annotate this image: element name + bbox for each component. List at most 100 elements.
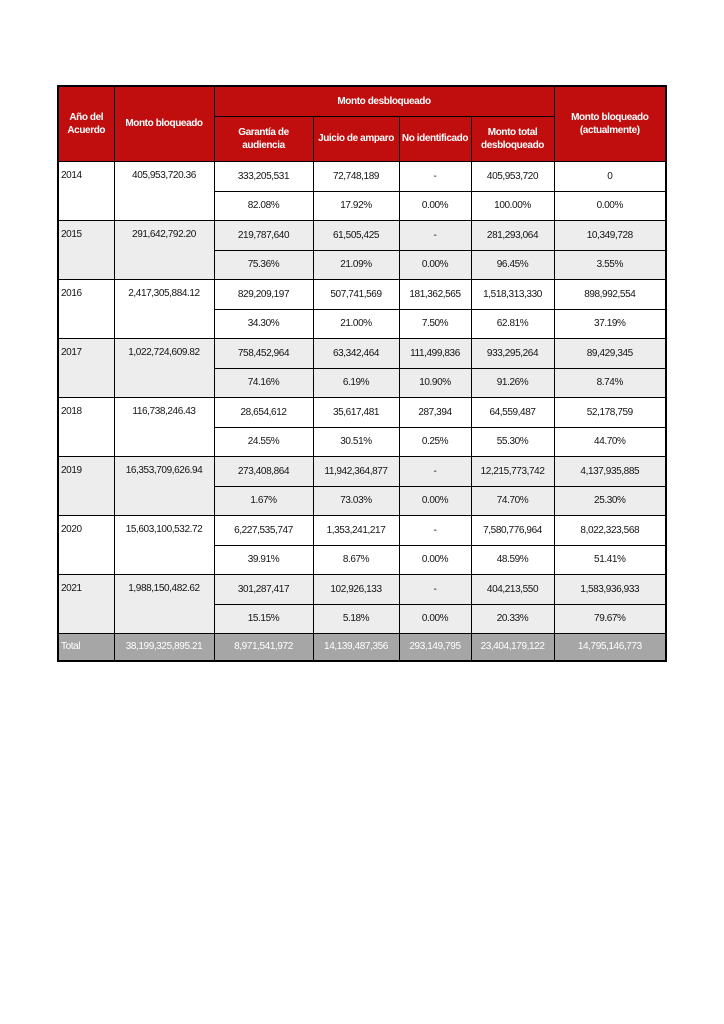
year-cell: 2021 bbox=[57, 573, 115, 634]
blocked-amount-cell: 1,988,150,482.62 bbox=[113, 573, 215, 634]
total-desbloqueado-percent-cell: 62.81% bbox=[470, 308, 555, 339]
blocked-now-percent-cell: 37.19% bbox=[553, 308, 667, 339]
garantia-percent-cell: 75.36% bbox=[213, 249, 314, 280]
juicio-value-cell: 102,926,133 bbox=[312, 573, 400, 605]
juicio-percent-cell: 21.00% bbox=[312, 308, 400, 339]
acuerdos-table: Año del Acuerdo Monto bloqueado Monto de… bbox=[57, 85, 668, 662]
total-desbloqueado-value-cell: 404,213,550 bbox=[470, 573, 555, 605]
total-desbloqueado-percent-cell: 55.30% bbox=[470, 426, 555, 457]
year-2018-percents-row: 24.55% 30.51% 0.25% 55.30% 44.70% bbox=[58, 426, 667, 457]
blocked-now-percent-cell: 44.70% bbox=[553, 426, 667, 457]
header-garantia-audiencia: Garantía de audiencia bbox=[213, 115, 314, 162]
blocked-amount-cell: 16,353,709,626.94 bbox=[113, 455, 215, 516]
no-identificado-percent-cell: 7.50% bbox=[398, 308, 472, 339]
total-desbloqueado-percent-cell: 48.59% bbox=[470, 544, 555, 575]
total-blocked-cell: 38,199,325,895.21 bbox=[113, 632, 215, 662]
year-cell: 2016 bbox=[57, 278, 115, 339]
total-juicio-cell: 14,139,487,356 bbox=[312, 632, 400, 662]
total-no-identificado-cell: 293,149,795 bbox=[398, 632, 472, 662]
garantia-value-cell: 273,408,864 bbox=[213, 455, 314, 487]
total-desbloqueado-value-cell: 1,518,313,330 bbox=[470, 278, 555, 310]
no-identificado-value-cell: - bbox=[398, 219, 472, 251]
total-row: Total 38,199,325,895.21 8,971,541,972 14… bbox=[57, 632, 667, 662]
no-identificado-percent-cell: 0.00% bbox=[398, 485, 472, 516]
year-cell: 2014 bbox=[57, 160, 115, 221]
total-desbloqueado-value-cell: 933,295,264 bbox=[470, 337, 555, 369]
blocked-now-value-cell: 898,992,554 bbox=[553, 278, 667, 310]
no-identificado-value-cell: 111,499,836 bbox=[398, 337, 472, 369]
total-blocked-now-cell: 14,795,146,773 bbox=[553, 632, 667, 662]
year-cell: 2020 bbox=[57, 514, 115, 575]
total-desbloqueado-value-cell: 7,580,776,964 bbox=[470, 514, 555, 546]
blocked-amount-cell: 405,953,720.36 bbox=[113, 160, 215, 221]
header-year: Año del Acuerdo bbox=[57, 85, 115, 162]
juicio-percent-cell: 21.09% bbox=[312, 249, 400, 280]
juicio-percent-cell: 8.67% bbox=[312, 544, 400, 575]
header-blocked: Monto bloqueado bbox=[113, 85, 215, 162]
year-2015-percents-row: 75.36% 21.09% 0.00% 96.45% 3.55% bbox=[58, 249, 667, 280]
garantia-percent-cell: 82.08% bbox=[213, 190, 314, 221]
no-identificado-percent-cell: 0.25% bbox=[398, 426, 472, 457]
year-cell: 2018 bbox=[57, 396, 115, 457]
blocked-now-percent-cell: 51.41% bbox=[553, 544, 667, 575]
year-2020-percents-row: 39.91% 8.67% 0.00% 48.59% 51.41% bbox=[58, 544, 667, 575]
garantia-value-cell: 6,227,535,747 bbox=[213, 514, 314, 546]
garantia-percent-cell: 24.55% bbox=[213, 426, 314, 457]
garantia-value-cell: 829,209,197 bbox=[213, 278, 314, 310]
garantia-value-cell: 333,205,531 bbox=[213, 160, 314, 192]
blocked-now-percent-cell: 0.00% bbox=[553, 190, 667, 221]
juicio-value-cell: 61,505,425 bbox=[312, 219, 400, 251]
garantia-percent-cell: 34.30% bbox=[213, 308, 314, 339]
garantia-percent-cell: 74.16% bbox=[213, 367, 314, 398]
juicio-percent-cell: 73.03% bbox=[312, 485, 400, 516]
no-identificado-value-cell: - bbox=[398, 160, 472, 192]
total-desbloqueado-value-cell: 64,559,487 bbox=[470, 396, 555, 428]
no-identificado-value-cell: 287,394 bbox=[398, 396, 472, 428]
year-2017-percents-row: 74.16% 6.19% 10.90% 91.26% 8.74% bbox=[58, 367, 667, 398]
year-cell: 2017 bbox=[57, 337, 115, 398]
juicio-percent-cell: 17.92% bbox=[312, 190, 400, 221]
blocked-now-value-cell: 52,178,759 bbox=[553, 396, 667, 428]
total-label-cell: Total bbox=[57, 632, 115, 662]
garantia-value-cell: 758,452,964 bbox=[213, 337, 314, 369]
table-header: Año del Acuerdo Monto bloqueado Monto de… bbox=[57, 85, 667, 162]
garantia-value-cell: 219,787,640 bbox=[213, 219, 314, 251]
juicio-value-cell: 11,942,364,877 bbox=[312, 455, 400, 487]
blocked-now-percent-cell: 3.55% bbox=[553, 249, 667, 280]
no-identificado-percent-cell: 0.00% bbox=[398, 249, 472, 280]
table-body: 2014 405,953,720.36 333,205,531 72,748,1… bbox=[57, 160, 667, 662]
garantia-percent-cell: 15.15% bbox=[213, 603, 314, 634]
blocked-amount-cell: 116,738,246.43 bbox=[113, 396, 215, 457]
no-identificado-percent-cell: 0.00% bbox=[398, 603, 472, 634]
garantia-percent-cell: 1.67% bbox=[213, 485, 314, 516]
blocked-now-value-cell: 8,022,323,568 bbox=[553, 514, 667, 546]
year-cell: 2015 bbox=[57, 219, 115, 280]
year-2014-percents-row: 82.08% 17.92% 0.00% 100.00% 0.00% bbox=[58, 190, 667, 221]
juicio-percent-cell: 30.51% bbox=[312, 426, 400, 457]
juicio-percent-cell: 6.19% bbox=[312, 367, 400, 398]
no-identificado-value-cell: 181,362,565 bbox=[398, 278, 472, 310]
juicio-value-cell: 63,342,464 bbox=[312, 337, 400, 369]
report-page: Año del Acuerdo Monto bloqueado Monto de… bbox=[57, 85, 668, 662]
header-row-sub: Garantía de audiencia Juicio de amparo N… bbox=[58, 115, 666, 162]
blocked-now-percent-cell: 25.30% bbox=[553, 485, 667, 516]
total-desbloqueado-percent-cell: 91.26% bbox=[470, 367, 555, 398]
blocked-now-percent-cell: 8.74% bbox=[553, 367, 667, 398]
total-desbloqueado-percent-cell: 100.00% bbox=[470, 190, 555, 221]
no-identificado-value-cell: - bbox=[398, 573, 472, 605]
year-cell: 2019 bbox=[57, 455, 115, 516]
total-desbloqueado-value-cell: 405,953,720 bbox=[470, 160, 555, 192]
juicio-value-cell: 72,748,189 bbox=[312, 160, 400, 192]
total-desbloqueado-percent-cell: 74.70% bbox=[470, 485, 555, 516]
blocked-amount-cell: 1,022,724,609.82 bbox=[113, 337, 215, 398]
year-2016-values-row: 2016 2,417,305,884.12 829,209,197 507,74… bbox=[57, 278, 667, 339]
blocked-amount-cell: 15,603,100,532.72 bbox=[113, 514, 215, 575]
year-2018-values-row: 2018 116,738,246.43 28,654,612 35,617,48… bbox=[57, 396, 667, 457]
blocked-amount-cell: 291,642,792.20 bbox=[113, 219, 215, 280]
header-monto-total-desbloqueado: Monto total desbloqueado bbox=[470, 115, 555, 162]
total-desbloqueado-percent-cell: 96.45% bbox=[470, 249, 555, 280]
blocked-now-value-cell: 4,137,935,885 bbox=[553, 455, 667, 487]
no-identificado-percent-cell: 0.00% bbox=[398, 544, 472, 575]
blocked-now-value-cell: 1,583,936,933 bbox=[553, 573, 667, 605]
year-2015-values-row: 2015 291,642,792.20 219,787,640 61,505,4… bbox=[57, 219, 667, 280]
